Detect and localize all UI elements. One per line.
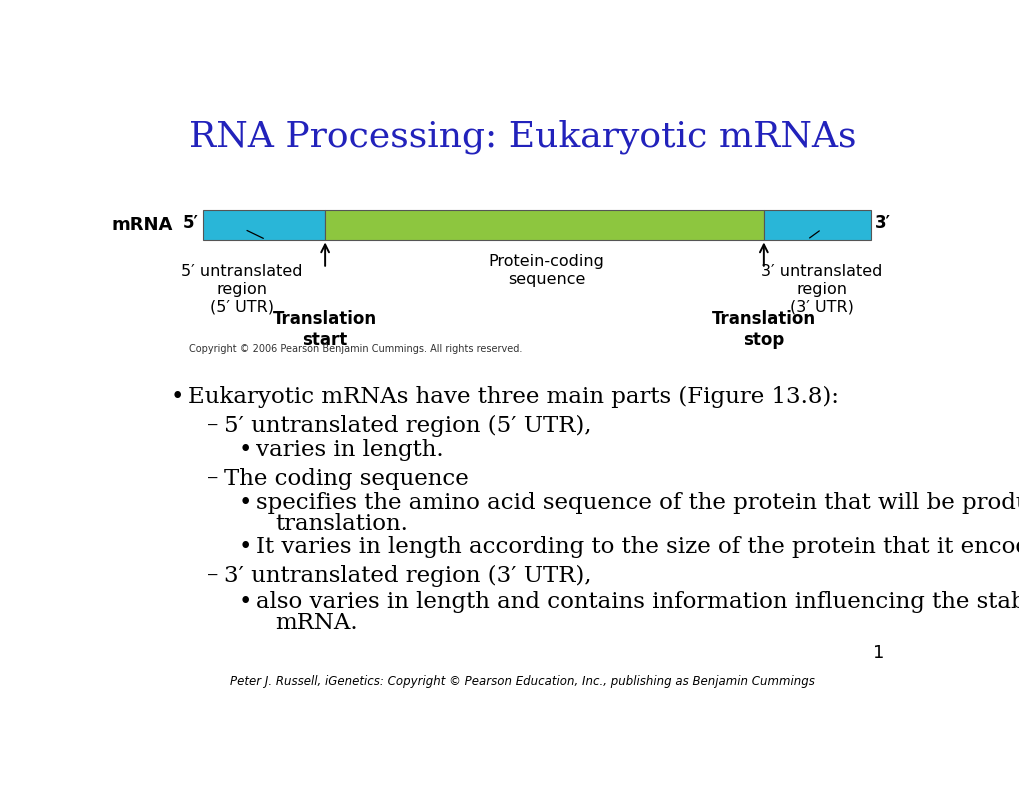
Text: Translation
start: Translation start <box>273 310 377 349</box>
Text: –: – <box>206 415 218 437</box>
Text: Protein-coding
sequence: Protein-coding sequence <box>488 255 604 287</box>
Text: Copyright © 2006 Pearson Benjamin Cummings. All rights reserved.: Copyright © 2006 Pearson Benjamin Cummin… <box>189 344 522 355</box>
Text: also varies in length and contains information influencing the stability of the: also varies in length and contains infor… <box>256 591 1019 613</box>
Text: The coding sequence: The coding sequence <box>224 468 469 489</box>
Text: 5′ untranslated region (5′ UTR),: 5′ untranslated region (5′ UTR), <box>224 415 591 437</box>
Text: –: – <box>206 468 218 489</box>
Text: •: • <box>238 591 252 613</box>
Text: translation.: translation. <box>275 513 408 535</box>
Text: Translation
stop: Translation stop <box>711 310 815 349</box>
Text: mRNA.: mRNA. <box>275 612 358 634</box>
Text: 5′: 5′ <box>182 214 199 232</box>
Text: 3′ untranslated region (3′ UTR),: 3′ untranslated region (3′ UTR), <box>224 565 591 587</box>
Bar <box>763 210 870 240</box>
Text: 3′ untranslated
region
(3′ UTR): 3′ untranslated region (3′ UTR) <box>760 265 881 314</box>
Text: It varies in length according to the size of the protein that it encodes.: It varies in length according to the siz… <box>256 537 1019 558</box>
Text: Peter J. Russell, iGenetics: Copyright © Pearson Education, Inc., publishing as : Peter J. Russell, iGenetics: Copyright ©… <box>230 675 814 689</box>
Text: specifies the amino acid sequence of the protein that will be produced during: specifies the amino acid sequence of the… <box>256 492 1019 514</box>
Text: •: • <box>238 537 252 558</box>
Text: 5′ untranslated
region
(5′ UTR): 5′ untranslated region (5′ UTR) <box>181 265 303 314</box>
Text: Eukaryotic mRNAs have three main parts (Figure 13.8):: Eukaryotic mRNAs have three main parts (… <box>189 386 839 408</box>
Text: 1: 1 <box>872 644 883 662</box>
Text: RNA Processing: Eukaryotic mRNAs: RNA Processing: Eukaryotic mRNAs <box>189 120 856 154</box>
Text: 3′: 3′ <box>873 214 890 232</box>
Text: •: • <box>238 492 252 514</box>
Bar <box>203 210 325 240</box>
Text: •: • <box>171 386 184 408</box>
Text: varies in length.: varies in length. <box>256 439 442 461</box>
Text: –: – <box>206 565 218 587</box>
Text: mRNA: mRNA <box>112 216 173 234</box>
Text: •: • <box>238 439 252 461</box>
Bar <box>325 210 763 240</box>
